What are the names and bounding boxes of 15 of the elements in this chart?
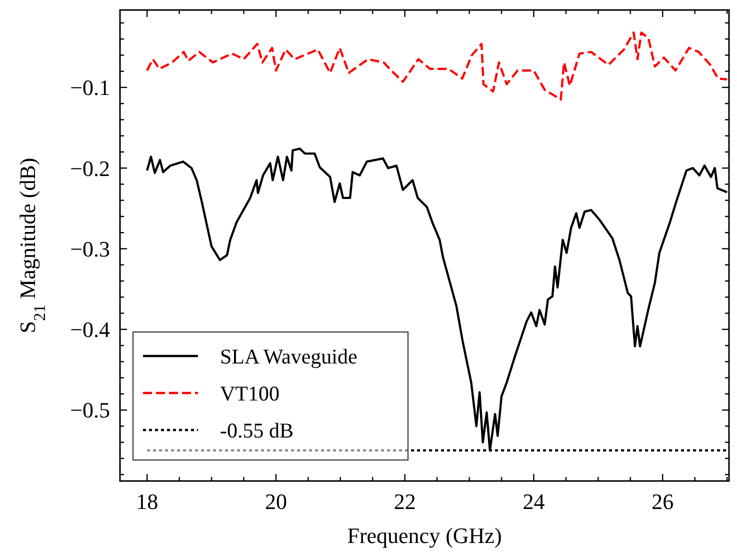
y-tick-label: −0.2 <box>70 156 110 181</box>
x-tick-label: 22 <box>394 489 416 514</box>
x-tick-label: 18 <box>136 489 158 514</box>
y-tick-label: −0.1 <box>70 75 110 100</box>
y-tick-label: −0.4 <box>70 317 110 342</box>
x-axis-title: Frequency (GHz) <box>347 523 502 548</box>
x-tick-label: 24 <box>522 489 545 514</box>
x-tick-label: 20 <box>264 489 287 514</box>
y-tick-label: −0.5 <box>70 398 110 423</box>
legend-label: -0.55 dB <box>220 418 294 442</box>
y-tick-label: −0.3 <box>70 236 110 262</box>
x-tick-label: 26 <box>652 489 674 514</box>
line-series <box>146 31 728 101</box>
legend-label: SLA Waveguide <box>220 344 358 368</box>
legend-label: VT100 <box>220 381 280 406</box>
